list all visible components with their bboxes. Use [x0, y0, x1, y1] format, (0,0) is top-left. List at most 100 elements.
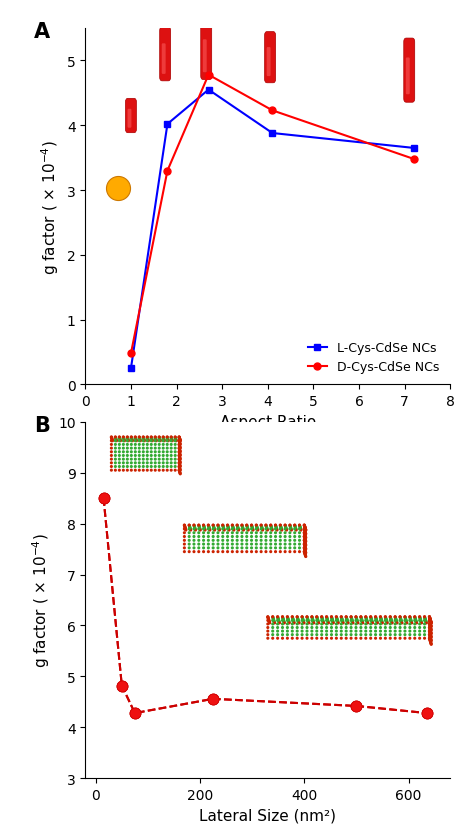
Point	[427, 633, 435, 646]
Point	[347, 612, 355, 625]
Point	[272, 534, 279, 547]
Point	[277, 520, 284, 533]
Point	[427, 614, 435, 628]
Point	[308, 610, 316, 623]
Point	[417, 615, 425, 628]
Point	[386, 614, 394, 628]
Point	[272, 546, 279, 559]
Point	[176, 451, 183, 465]
Point	[319, 615, 327, 628]
Point	[128, 431, 135, 444]
Point	[233, 530, 241, 543]
Point	[175, 450, 183, 463]
Point	[407, 613, 414, 626]
Point	[313, 610, 320, 623]
Point	[291, 538, 299, 551]
Point	[372, 612, 380, 625]
Point	[427, 634, 434, 647]
Point	[402, 614, 410, 627]
Point	[272, 519, 280, 532]
Point	[181, 519, 188, 532]
Point	[144, 445, 151, 459]
Point	[383, 614, 391, 628]
Point	[196, 522, 203, 535]
Point	[301, 522, 309, 535]
Point	[108, 456, 115, 469]
Point	[195, 519, 202, 532]
Point	[427, 620, 434, 633]
Point	[296, 522, 304, 535]
Point	[401, 612, 409, 625]
Point	[147, 431, 155, 444]
Point	[428, 617, 435, 630]
Point	[267, 519, 274, 532]
Point	[411, 610, 419, 623]
Point	[374, 616, 381, 629]
Point	[214, 546, 222, 559]
Point	[302, 546, 310, 560]
Point	[273, 522, 280, 535]
Point	[176, 440, 184, 454]
Point	[301, 532, 309, 546]
Point	[172, 450, 179, 463]
Point	[301, 545, 309, 558]
Point	[172, 453, 179, 466]
Point	[283, 621, 291, 634]
Point	[301, 544, 309, 557]
Point	[411, 624, 419, 638]
Point	[398, 616, 405, 629]
Point	[176, 433, 183, 446]
Point	[301, 543, 309, 556]
Point	[159, 445, 167, 459]
Point	[211, 524, 219, 537]
Point	[368, 614, 375, 628]
Point	[310, 617, 318, 630]
Point	[167, 442, 175, 455]
Point	[426, 624, 433, 638]
Point	[293, 610, 301, 623]
Point	[388, 614, 395, 628]
Point	[428, 620, 435, 633]
Point	[406, 611, 414, 624]
Point	[293, 614, 301, 628]
Point	[303, 624, 311, 638]
Point	[275, 614, 283, 627]
Point	[253, 542, 260, 555]
Point	[396, 614, 404, 628]
Point	[421, 613, 429, 626]
Point	[291, 527, 299, 540]
Point	[176, 437, 184, 450]
Point	[329, 617, 337, 630]
Point	[181, 519, 188, 532]
Point	[147, 438, 155, 451]
Point	[164, 453, 171, 466]
Point	[164, 433, 172, 446]
Point	[267, 538, 274, 551]
Point	[275, 616, 283, 629]
Point	[427, 613, 434, 626]
Point	[248, 519, 255, 532]
Point	[277, 522, 285, 535]
Point	[148, 431, 155, 445]
Point	[407, 614, 415, 628]
Point	[427, 637, 435, 650]
Point	[186, 522, 194, 535]
Point	[248, 527, 255, 540]
Point	[124, 460, 131, 474]
Point	[427, 614, 434, 628]
Point	[228, 534, 236, 547]
Point	[382, 621, 389, 634]
Point	[402, 614, 410, 628]
Point	[167, 435, 175, 448]
Point	[175, 450, 183, 463]
Point	[253, 522, 260, 536]
Point	[253, 519, 260, 532]
Point	[111, 431, 119, 444]
Point	[145, 434, 152, 447]
Point	[176, 448, 184, 461]
Point	[301, 527, 308, 541]
Point	[428, 638, 435, 651]
Point	[339, 616, 346, 629]
Point	[421, 612, 429, 625]
Point	[214, 522, 222, 536]
